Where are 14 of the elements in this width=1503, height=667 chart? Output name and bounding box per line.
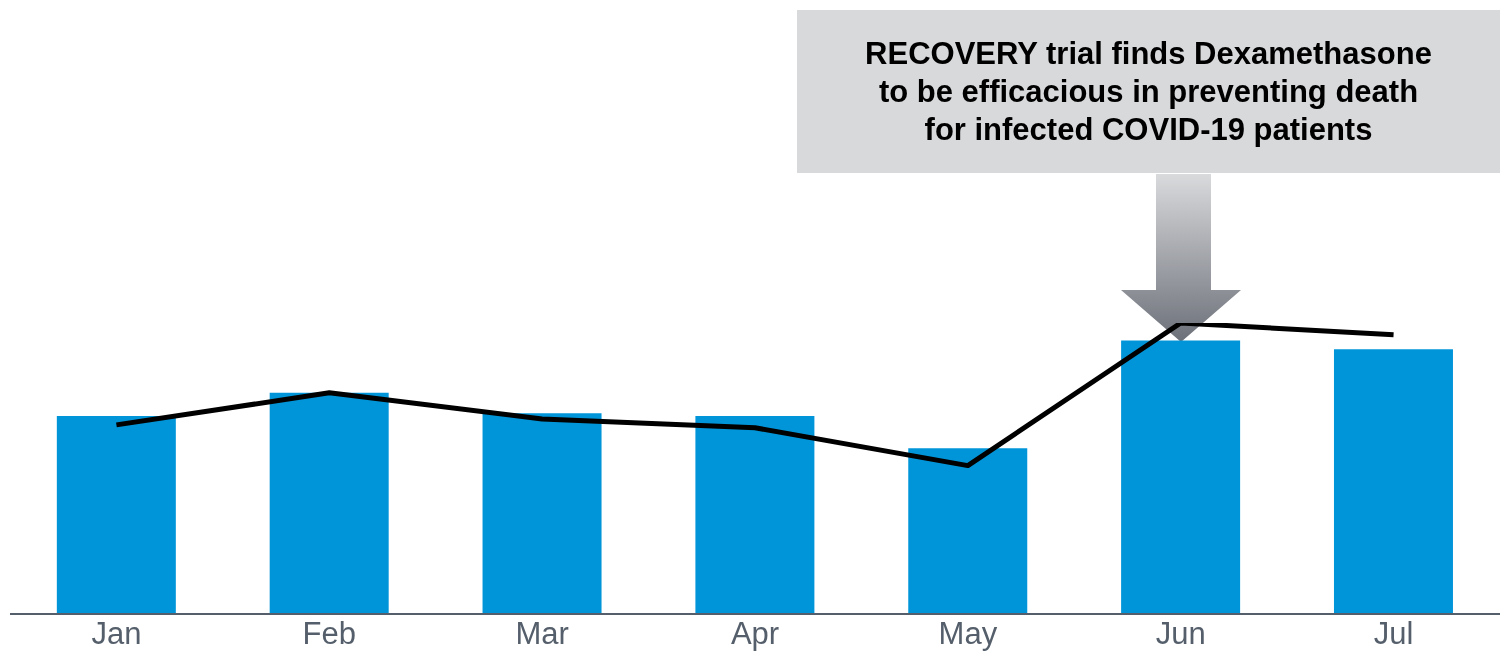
bar — [908, 448, 1028, 614]
text: RECOVERY trial finds Dexamethasone to be efficacious in preventing death for infected COVID-19 patients — [797, 10, 1500, 173]
bar — [269, 392, 389, 614]
x-tick-label: Apr — [730, 616, 780, 652]
bar — [1333, 349, 1453, 614]
bar — [482, 413, 602, 614]
x-tick-label: Jun — [1155, 616, 1206, 652]
bar — [56, 416, 176, 614]
bar — [695, 416, 815, 614]
x-tick-label: Feb — [302, 616, 356, 652]
x-tick-label: May — [938, 616, 998, 652]
x-tick-label: Mar — [515, 616, 569, 652]
x-tick-label: Jul — [1373, 616, 1414, 652]
x-tick-label: Jan — [91, 616, 142, 652]
